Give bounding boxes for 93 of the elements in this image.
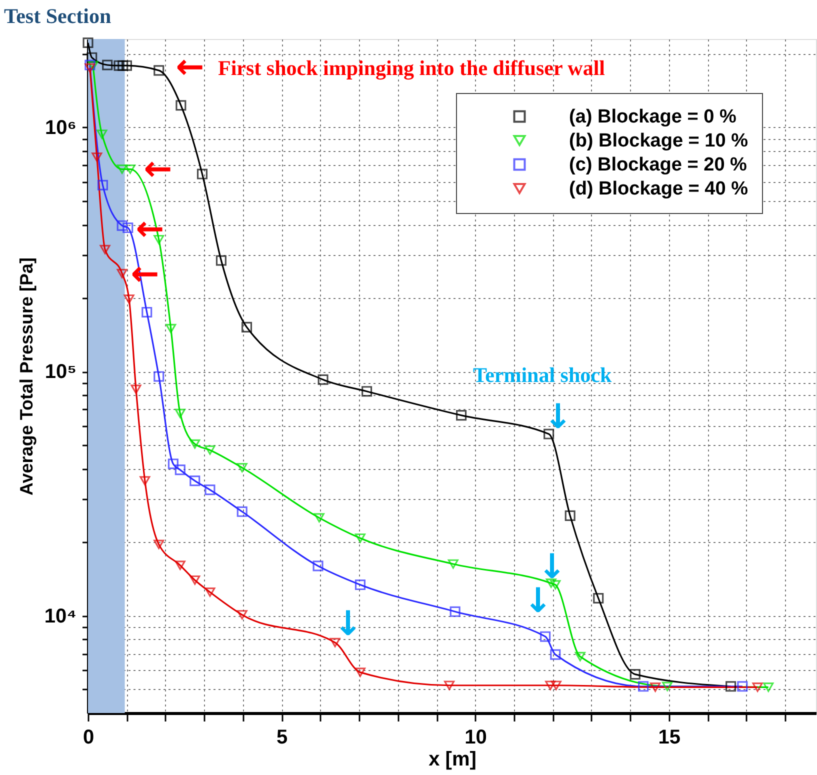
point (540, 631, 551, 642)
legend-label: (d) Blockage = 40 % (569, 178, 748, 200)
point (204, 484, 216, 496)
annotation: ← (144, 149, 172, 189)
point (550, 649, 561, 660)
point (174, 560, 186, 570)
annotation: ↓ (334, 604, 362, 644)
point (241, 322, 252, 332)
point (116, 164, 128, 174)
point (114, 60, 124, 71)
point (737, 681, 748, 692)
point (96, 130, 108, 139)
point (630, 669, 640, 680)
point (154, 371, 164, 382)
point (236, 610, 248, 620)
point (362, 386, 372, 397)
annotation: First shock impinging into the diffuser wall (218, 56, 606, 80)
point (140, 476, 150, 486)
point (124, 164, 136, 174)
point (546, 578, 556, 588)
point (544, 428, 554, 440)
point (84, 63, 96, 73)
point (662, 682, 673, 692)
point (236, 463, 248, 472)
x-tick-label: 15 (658, 726, 680, 748)
point (118, 60, 128, 71)
annotation: ← (176, 47, 204, 87)
point (638, 681, 649, 692)
point (190, 439, 200, 449)
point (545, 680, 556, 690)
y-tick-label: 10⁵ (44, 361, 76, 384)
y-tick-label: 10⁴ (44, 605, 76, 628)
point (204, 587, 216, 597)
y-axis-title: Average Total Pressure [Pa] (16, 257, 36, 496)
point (204, 445, 216, 455)
x-tick-label: 10 (464, 726, 487, 748)
point (593, 592, 604, 604)
point (444, 680, 455, 690)
point (174, 464, 186, 476)
legend-label: (c) Blockage = 20 % (569, 154, 748, 176)
point (216, 255, 226, 266)
point (190, 476, 200, 486)
point (564, 510, 576, 521)
point (176, 100, 186, 111)
legend-label: (b) Blockage = 10 % (569, 130, 748, 152)
point (88, 60, 98, 70)
point (190, 575, 200, 585)
point (448, 559, 458, 569)
point (121, 60, 132, 71)
x-tick-label: 0 (82, 726, 94, 748)
point (168, 458, 178, 470)
point (456, 410, 467, 421)
point (122, 222, 134, 234)
point (550, 680, 562, 690)
point (550, 580, 561, 590)
point (174, 408, 186, 418)
point (650, 682, 661, 692)
y-tick-label: 10⁶ (45, 116, 76, 139)
x-tick-label: 5 (276, 726, 288, 748)
point (92, 152, 102, 162)
point (196, 168, 208, 180)
point (124, 294, 134, 304)
x-axis-title: x [m] (428, 748, 476, 770)
point (86, 52, 98, 63)
point (154, 65, 164, 76)
point (102, 60, 113, 70)
point (763, 682, 774, 692)
point (97, 180, 108, 190)
legend-label: (a) Blockage = 0 % (569, 106, 736, 128)
point (354, 533, 366, 543)
point (330, 638, 340, 648)
point (82, 37, 94, 48)
point (752, 682, 763, 692)
point (726, 681, 736, 692)
point (314, 513, 324, 522)
annotation: Terminal shock (473, 363, 612, 387)
band-label: Test Section (4, 4, 112, 28)
point (312, 560, 324, 572)
point (130, 384, 142, 394)
point (450, 606, 460, 617)
point (154, 540, 164, 550)
point (318, 374, 328, 385)
point (354, 579, 366, 590)
point (142, 306, 152, 318)
point (116, 220, 128, 231)
point (84, 60, 96, 70)
point (354, 668, 366, 677)
point (116, 268, 128, 278)
point (100, 244, 110, 254)
point (236, 506, 248, 517)
annotation: ↓ (544, 397, 572, 437)
point (166, 324, 176, 334)
point (574, 652, 586, 662)
